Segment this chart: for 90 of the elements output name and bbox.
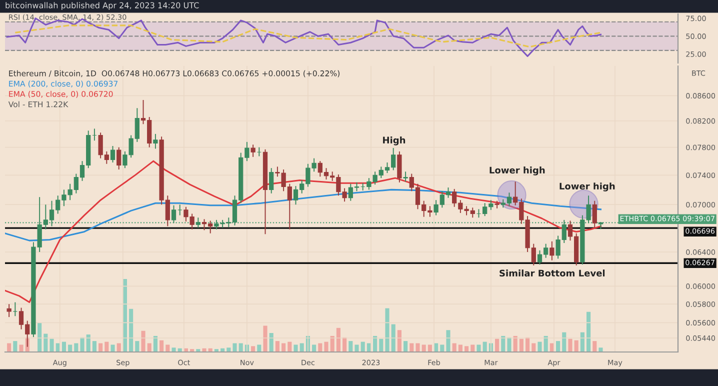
candlestick — [171, 204, 176, 224]
candlestick — [116, 146, 122, 170]
bar — [385, 308, 390, 352]
bar — [288, 342, 292, 352]
candlestick — [110, 145, 116, 163]
bar — [172, 348, 176, 352]
bar — [592, 341, 597, 352]
bar — [19, 344, 24, 352]
bar — [519, 338, 524, 352]
chart-subtitle: bitcoinwallah published Apr 24, 2023 14:20 UTC — [6, 2, 199, 10]
bar — [135, 341, 140, 352]
bar — [98, 343, 103, 352]
bar — [416, 343, 420, 352]
candlestick — [550, 240, 554, 261]
bar — [257, 344, 262, 352]
bar — [80, 337, 84, 352]
bar — [538, 342, 542, 352]
bar — [38, 322, 42, 352]
bar — [275, 341, 280, 352]
line-series — [14, 24, 602, 48]
bar — [251, 346, 256, 352]
bar — [379, 338, 384, 352]
bar — [410, 343, 414, 352]
bar — [580, 332, 584, 352]
bar — [86, 334, 90, 352]
bar — [318, 343, 322, 352]
bar — [312, 344, 316, 352]
bar — [354, 344, 359, 352]
candlestick — [153, 133, 158, 150]
bar — [568, 338, 572, 352]
bar — [166, 344, 170, 352]
bar — [440, 344, 444, 352]
bar — [68, 344, 72, 352]
bar — [507, 337, 512, 352]
bar — [464, 346, 469, 352]
bar — [532, 343, 536, 352]
bar — [50, 338, 54, 352]
bar — [7, 343, 12, 352]
candlestick — [269, 168, 274, 194]
bar — [458, 344, 462, 352]
bar — [574, 340, 578, 352]
bar — [482, 342, 487, 352]
bar — [104, 342, 109, 352]
bar — [391, 324, 396, 352]
candlestick — [6, 304, 12, 318]
bar — [129, 308, 134, 352]
bar — [452, 343, 456, 352]
bar — [586, 312, 591, 352]
bar — [360, 342, 365, 352]
bar — [74, 343, 78, 352]
bar — [232, 343, 237, 352]
bar — [404, 341, 408, 352]
annotation: Lower high — [560, 182, 615, 192]
bar — [476, 344, 481, 352]
bar — [294, 344, 298, 352]
bar — [470, 344, 475, 352]
bar — [446, 330, 450, 352]
bar — [598, 348, 603, 352]
bar — [282, 343, 286, 352]
bar — [238, 343, 243, 352]
bar — [110, 344, 115, 352]
candlestick — [397, 150, 402, 183]
bar — [116, 343, 121, 352]
annotation: Similar Bottom Level — [500, 270, 605, 277]
bar — [428, 344, 432, 352]
bar — [300, 343, 304, 352]
bar — [202, 348, 206, 352]
bar — [348, 341, 353, 352]
bar — [556, 341, 560, 352]
bar — [13, 341, 18, 352]
candlestick — [592, 200, 597, 228]
bar — [269, 333, 274, 352]
candlestick — [403, 171, 408, 182]
annotation: Lower high — [490, 166, 545, 176]
bar — [62, 342, 66, 352]
bar — [141, 330, 146, 352]
bar — [263, 326, 268, 352]
annotation: High — [383, 136, 406, 146]
candlestick — [196, 217, 200, 228]
bar — [226, 348, 231, 352]
bar — [160, 340, 164, 352]
bar — [324, 342, 328, 352]
candlestick — [250, 144, 256, 158]
bar — [422, 344, 426, 352]
bar — [92, 341, 96, 352]
bar — [397, 330, 402, 352]
bar — [495, 338, 500, 352]
bar — [147, 343, 152, 352]
bar — [336, 328, 340, 352]
bar — [562, 332, 566, 352]
